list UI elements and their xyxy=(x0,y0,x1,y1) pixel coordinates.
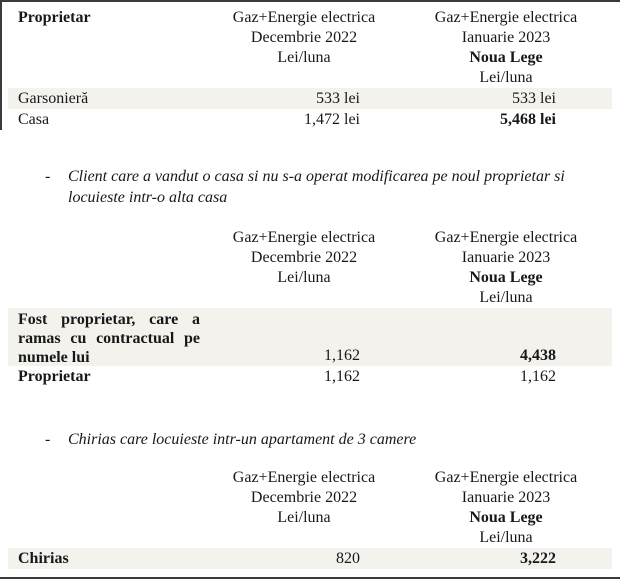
row-label: Garsonieră xyxy=(18,90,89,107)
value-ian-2023: 4,438 xyxy=(520,347,556,364)
header-dec-line2: Decembrie 2022 xyxy=(250,249,358,266)
table1-row-header-label: Proprietar xyxy=(18,9,91,26)
bullet-dash: - xyxy=(45,168,51,185)
table-row-proprietar: Proprietar 1,162 1,162 xyxy=(8,366,612,387)
header-ian-line2: Ianuarie 2023 xyxy=(461,489,551,506)
header-dec-line1: Gaz+Energie electrica xyxy=(232,469,376,486)
bullet-client-vandut-casa: - Client care a vandut o casa si nu s-a … xyxy=(0,166,620,208)
value-dec-2022: 1,162 xyxy=(324,347,360,364)
value-dec-2022: 533 lei xyxy=(316,90,360,107)
header-dec-line2: Decembrie 2022 xyxy=(250,29,358,46)
bullet-chirias-apartament: - Chirias care locuieste intr-un apartam… xyxy=(0,429,620,450)
column-header-decembrie-2022: Gaz+Energie electrica Decembrie 2022 Lei… xyxy=(208,8,400,88)
row-label: Fost proprietar, care a ramas cu contrac… xyxy=(18,311,200,366)
header-ian-line1: Gaz+Energie electrica xyxy=(434,9,578,26)
column-header-ianuarie-2023: Gaz+Energie electrica Ianuarie 2023 Noua… xyxy=(400,228,612,308)
table-row-garsoniera: Garsonieră 533 lei 533 lei xyxy=(8,88,612,109)
table-proprietar-header: Proprietar Gaz+Energie electrica Decembr… xyxy=(8,8,612,88)
bullet-dash: - xyxy=(45,431,51,448)
bullet-text: Client care a vandut o casa si nu s-a op… xyxy=(68,168,565,206)
value-ian-2023: 1,162 xyxy=(520,368,556,385)
row-label: Casa xyxy=(18,111,50,128)
value-ian-2023: 5,468 lei xyxy=(500,111,556,128)
page-bottom-border xyxy=(0,577,620,579)
value-ian-2023: 533 lei xyxy=(512,90,556,107)
header-dec-line3: Lei/luna xyxy=(277,49,331,66)
row-label: Proprietar xyxy=(18,368,91,385)
header-ian-line4: Lei/luna xyxy=(479,69,533,86)
header-dec-line3: Lei/luna xyxy=(277,509,331,526)
page-top-border xyxy=(0,0,620,2)
table1-left-border xyxy=(0,0,2,130)
header-ian-line1: Gaz+Energie electrica xyxy=(434,229,578,246)
empty-header-cell xyxy=(8,468,208,548)
header-ian-line2: Ianuarie 2023 xyxy=(461,29,551,46)
value-dec-2022: 1,162 xyxy=(324,368,360,385)
header-ian-line4: Lei/luna xyxy=(479,529,533,546)
header-dec-line1: Gaz+Energie electrica xyxy=(232,9,376,26)
header-ian-line4: Lei/luna xyxy=(479,289,533,306)
document-page: Proprietar Gaz+Energie electrica Decembr… xyxy=(0,8,620,569)
column-header-ianuarie-2023: Gaz+Energie electrica Ianuarie 2023 Noua… xyxy=(400,468,612,548)
table-row-casa: Casa 1,472 lei 5,468 lei xyxy=(8,109,612,130)
table-chirias-header: Gaz+Energie electrica Decembrie 2022 Lei… xyxy=(8,468,612,548)
value-ian-2023: 3,222 xyxy=(520,550,556,567)
table-chirias: Gaz+Energie electrica Decembrie 2022 Lei… xyxy=(8,468,612,569)
header-ian-noua-lege: Noua Lege xyxy=(469,49,543,66)
value-dec-2022: 1,472 lei xyxy=(304,111,360,128)
header-dec-line2: Decembrie 2022 xyxy=(250,489,358,506)
value-dec-2022: 820 xyxy=(336,550,360,567)
column-header-decembrie-2022: Gaz+Energie electrica Decembrie 2022 Lei… xyxy=(208,228,400,308)
header-ian-noua-lege: Noua Lege xyxy=(469,269,543,286)
header-ian-line1: Gaz+Energie electrica xyxy=(434,469,578,486)
table-row-fost-proprietar: Fost proprietar, care a ramas cu contrac… xyxy=(8,308,612,366)
table-proprietar: Proprietar Gaz+Energie electrica Decembr… xyxy=(8,8,612,130)
header-dec-line1: Gaz+Energie electrica xyxy=(232,229,376,246)
row-label: Chirias xyxy=(18,550,69,567)
table-row-chirias: Chirias 820 3,222 xyxy=(8,548,612,569)
column-header-ianuarie-2023: Gaz+Energie electrica Ianuarie 2023 Noua… xyxy=(400,8,612,88)
column-header-decembrie-2022: Gaz+Energie electrica Decembrie 2022 Lei… xyxy=(208,468,400,548)
bullet-text: Chirias care locuieste intr-un apartamen… xyxy=(68,431,417,448)
empty-header-cell xyxy=(8,228,208,308)
header-ian-noua-lege: Noua Lege xyxy=(469,509,543,526)
table-fost-proprietar: Gaz+Energie electrica Decembrie 2022 Lei… xyxy=(8,228,612,387)
row-label-cell: Fost proprietar, care a ramas cu contrac… xyxy=(8,308,208,367)
header-ian-line2: Ianuarie 2023 xyxy=(461,249,551,266)
header-dec-line3: Lei/luna xyxy=(277,269,331,286)
table-fost-proprietar-header: Gaz+Energie electrica Decembrie 2022 Lei… xyxy=(8,228,612,308)
